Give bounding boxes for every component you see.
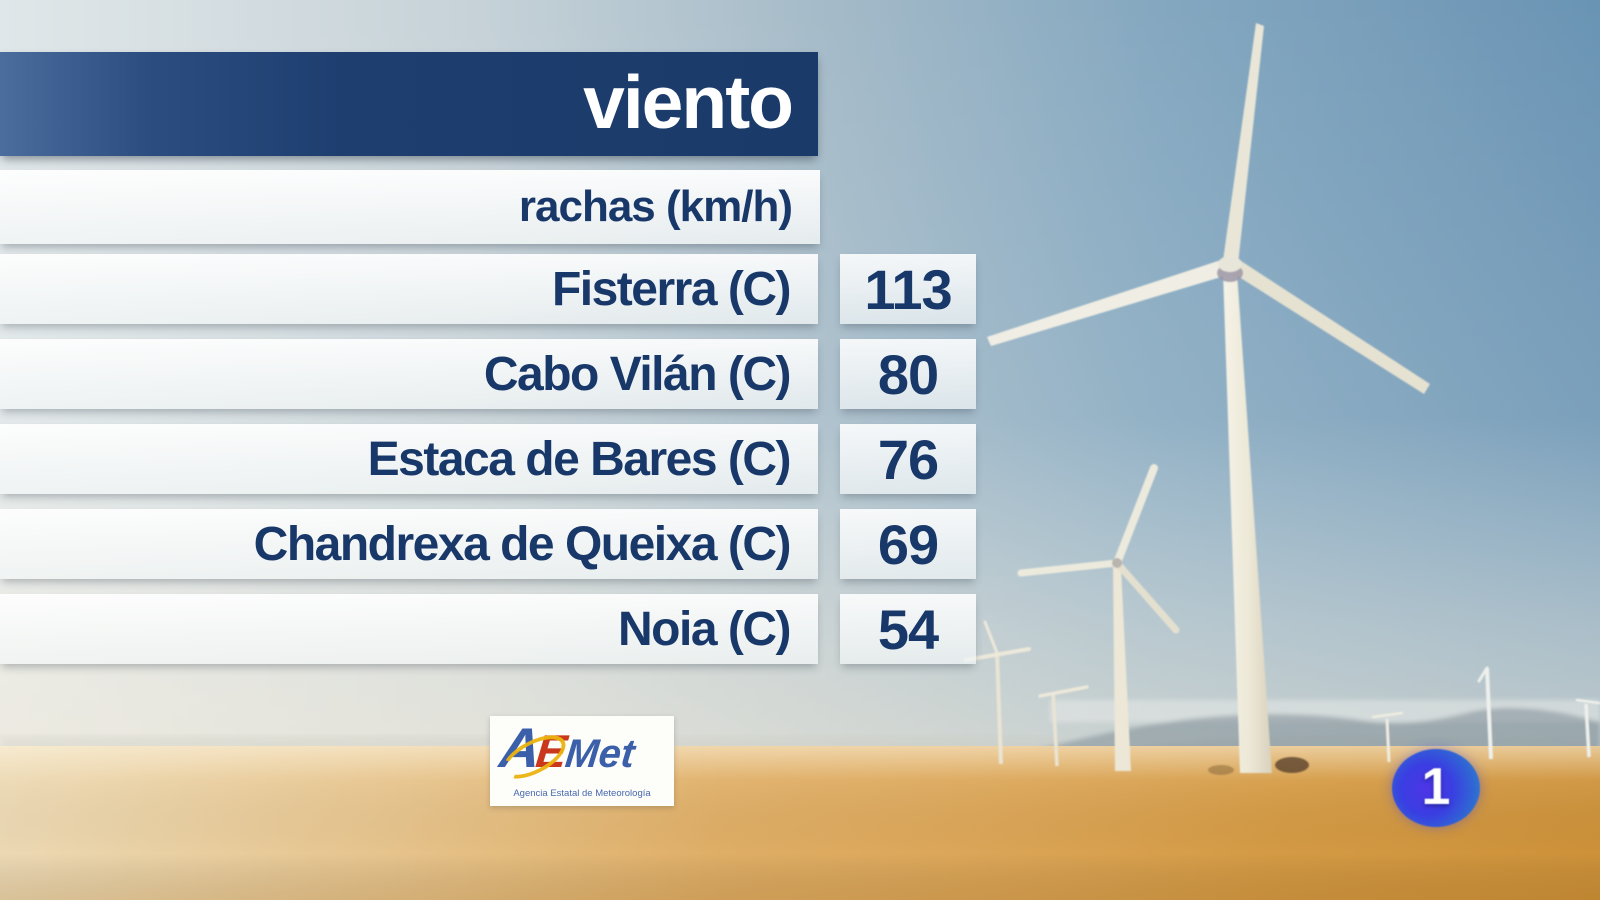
table-row: Estaca de Bares (C) 76 xyxy=(0,424,1000,494)
channel-number: 1 xyxy=(1421,758,1451,816)
gust-value: 76 xyxy=(840,424,976,494)
station-name: Noia (C) xyxy=(0,594,818,664)
table-row: Fisterra (C) 113 xyxy=(0,254,1000,324)
wind-turbine-mid xyxy=(1017,464,1180,771)
panel-title: viento xyxy=(583,59,794,144)
wind-turbine-small-1 xyxy=(964,620,1031,765)
gust-value: 54 xyxy=(840,594,976,664)
channel-logo-la1: 1 xyxy=(1392,749,1480,827)
table-row: Cabo Vilán (C) 80 xyxy=(0,339,1000,409)
station-name: Estaca de Bares (C) xyxy=(0,424,818,494)
panel-subtitle: rachas (km/h) xyxy=(518,182,793,231)
wind-turbine-distant-3 xyxy=(1575,698,1600,758)
station-name: Cabo Vilán (C) xyxy=(0,339,818,409)
ground-structure xyxy=(1275,757,1309,773)
wind-turbine-distant-1 xyxy=(1371,711,1404,763)
gust-value: 80 xyxy=(840,339,976,409)
gust-value: 113 xyxy=(840,254,976,324)
station-name: Chandrexa de Queixa (C) xyxy=(0,509,818,579)
station-name: Fisterra (C) xyxy=(0,254,818,324)
table-row: Chandrexa de Queixa (C) 69 xyxy=(0,509,1000,579)
aemet-caption: Agencia Estatal de Meteorología xyxy=(513,788,651,799)
wind-turbine-distant-2 xyxy=(1477,666,1493,760)
wind-turbine-large xyxy=(987,23,1430,773)
aemet-wordmark: AEMet xyxy=(497,716,671,788)
wind-turbine-small-2 xyxy=(1038,685,1089,767)
aemet-logo: AEMet Agencia Estatal de Meteorología xyxy=(490,716,674,806)
panel-title-bar: viento xyxy=(0,52,818,156)
panel-subtitle-bar: rachas (km/h) xyxy=(0,170,820,244)
wind-turbines xyxy=(964,23,1600,775)
gust-value: 69 xyxy=(840,509,976,579)
table-row: Noia (C) 54 xyxy=(0,594,1000,664)
